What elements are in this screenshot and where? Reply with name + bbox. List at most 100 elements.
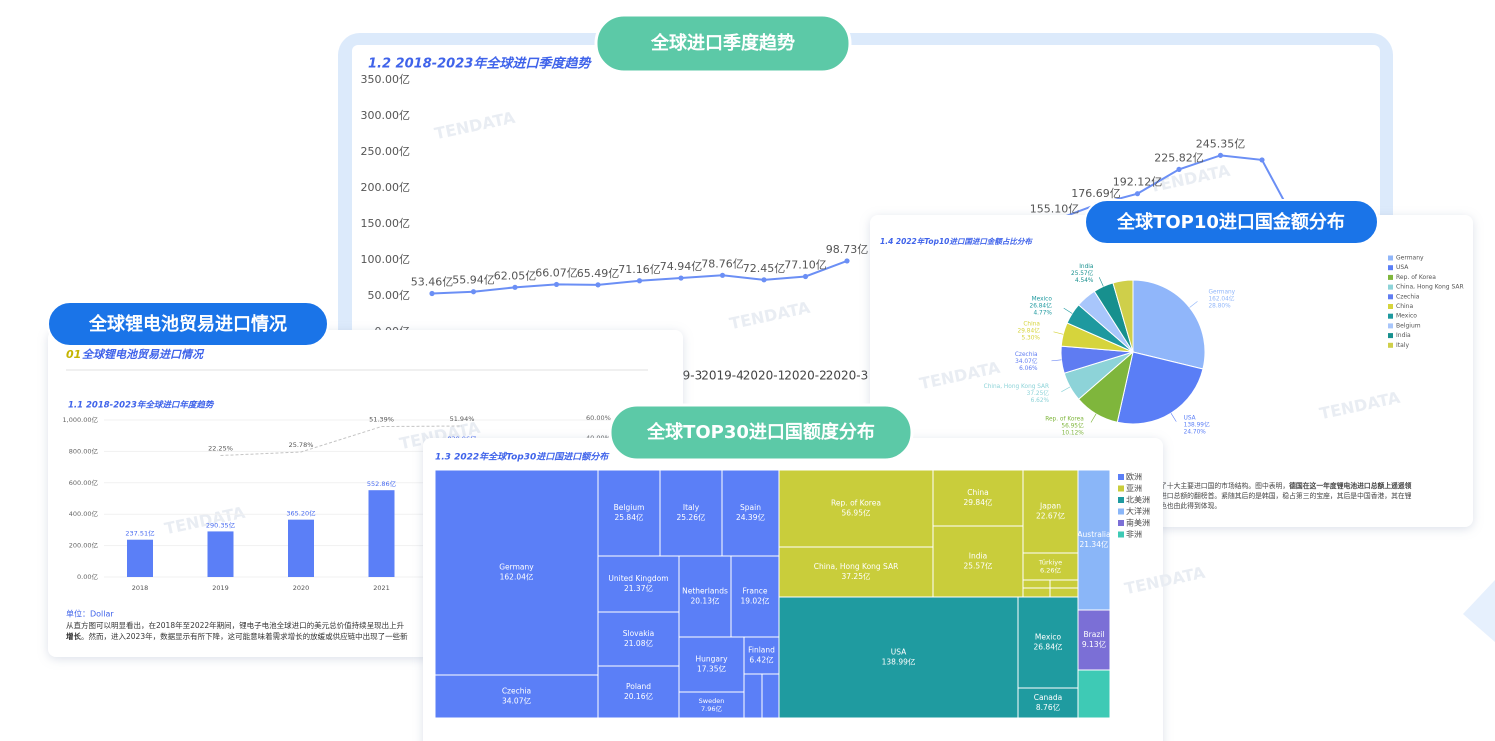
slice-label: 4.77% <box>1033 310 1052 316</box>
cell-value: 17.35亿 <box>697 664 726 674</box>
slice-label: Rep. of Korea <box>1045 416 1084 422</box>
text-run: 进口总额的翻榜首。紧随其后的是韩国，稳占第三的宝座，其后是中国香港，其在锂 <box>1160 491 1412 500</box>
growth-line <box>220 425 463 457</box>
point <box>636 278 643 284</box>
point <box>512 284 518 290</box>
point <box>678 275 684 281</box>
treemap-cell <box>1022 469 1079 554</box>
cell-value: 25.57亿 <box>964 561 993 571</box>
point <box>1176 166 1182 173</box>
badge <box>47 301 329 347</box>
treemap-cell <box>434 674 599 719</box>
point <box>429 290 435 297</box>
top10-card: 1.4 2022年Top10进口国进口金额占比分布 TENDATA TENDAT… <box>870 215 1473 527</box>
point <box>553 281 560 288</box>
paragraph-line: 从直方图可以明显看出，在2018年至2022年期间，锂电子电池全球进口的美元总价… <box>66 620 405 630</box>
legend-label: 亚洲 <box>1126 484 1142 493</box>
text-run: 从直方图可以明显看出，在2018年至2022年期间，锂电子电池全球进口的美元总价… <box>66 620 405 630</box>
region-block <box>1077 669 1111 719</box>
legend-swatch <box>1388 284 1393 290</box>
legend-label: Germany <box>1396 255 1424 262</box>
x-tick-label: 2021 <box>373 584 390 592</box>
legend-swatch <box>1388 333 1393 339</box>
leader-line <box>1098 277 1104 287</box>
data-label: 25.78% <box>289 441 314 449</box>
slice-label: 6.62% <box>1031 398 1050 404</box>
cell-value: 56.95亿 <box>842 508 871 518</box>
text-run: 色也由此得到体现。 <box>1160 501 1221 510</box>
legend-swatch <box>1388 265 1393 271</box>
cell-name: United Kingdom <box>608 574 668 583</box>
treemap-cell <box>597 555 680 613</box>
legend-label: 欧洲 <box>1126 472 1142 482</box>
slice-label: 24.70% <box>1184 430 1207 436</box>
y-tick-label: 200.00亿 <box>69 541 99 550</box>
cell-name: Hungary <box>695 655 728 664</box>
cell-value: 20.16亿 <box>624 691 653 701</box>
slice-label: China, Hong Kong SAR <box>984 384 1049 390</box>
cell-value: 138.99亿 <box>882 657 916 667</box>
cell-name: Czechia <box>502 687 531 696</box>
cell-value: 19.02亿 <box>741 596 770 606</box>
legend-swatch <box>1118 520 1124 526</box>
legend-label: Italy <box>1396 342 1409 349</box>
badge-label: 全球TOP10进口国金额分布 <box>1116 211 1345 233</box>
legend-label: USA <box>1396 264 1409 271</box>
chart-title: 1.2 2018-2023年全球进口季度趋势 <box>368 56 592 72</box>
unit-note: 单位：Dollar <box>66 609 114 619</box>
cell-value: 25.84亿 <box>615 512 644 522</box>
treemap-cell <box>597 469 661 557</box>
slice-label: 6.06% <box>1019 366 1038 372</box>
decoration <box>1463 580 1495 642</box>
cell-name: Canada <box>1034 693 1063 702</box>
treemap-cell <box>1077 609 1111 671</box>
leader-line <box>1053 331 1064 335</box>
legend-swatch <box>1118 474 1124 480</box>
cell-value: 21.37亿 <box>624 583 653 593</box>
x-tick-label: 2020-1 <box>743 369 786 383</box>
cell-name: Italy <box>683 503 700 512</box>
y-tick-label: 100.00亿 <box>361 253 411 266</box>
treemap-cell <box>659 469 723 557</box>
cell-name: Netherlands <box>682 587 728 596</box>
paragraph-line: 了十大主要进口国的市场结构。图中表明，德国在这一年度锂电池进口总额上遥遥领 <box>1160 481 1412 490</box>
badge-label: 全球锂电池贸易进口情况 <box>88 313 287 335</box>
treemap-cell <box>597 665 680 719</box>
treemap-cell <box>434 469 599 676</box>
treemap-cell <box>778 546 934 598</box>
legend-label: Belgium <box>1396 322 1421 329</box>
x-tick-label: 2019-4 <box>701 369 744 383</box>
legend-label: 北美洲 <box>1126 495 1150 505</box>
chart-title: 1.4 2022年Top10进口国进口金额占比分布 <box>880 237 1033 246</box>
point <box>1259 157 1265 163</box>
cell-value: 34.07亿 <box>502 696 531 706</box>
legend-label: 南美洲 <box>1126 518 1150 528</box>
cell-value: 6.26亿 <box>1040 565 1061 574</box>
bar <box>288 519 314 577</box>
data-label: 55.94亿 <box>452 274 495 287</box>
y-tick-label: 600.00亿 <box>69 478 99 487</box>
cell-value: 9.13亿 <box>1082 639 1107 649</box>
treemap-cell <box>678 691 745 719</box>
badge <box>1084 199 1379 245</box>
slice-label: 34.07亿 <box>1015 357 1038 365</box>
treemap-cell <box>721 469 780 557</box>
data-label: 98.73亿 <box>826 243 869 256</box>
cell-name: Spain <box>740 503 761 512</box>
y-tick-label: 300.00亿 <box>361 109 411 122</box>
cell-value: 21.34亿 <box>1080 539 1109 549</box>
legend-label: India <box>1396 332 1411 339</box>
data-label: 66.07亿 <box>535 266 578 279</box>
legend-label: Mexico <box>1396 313 1417 320</box>
point <box>719 272 726 278</box>
data-label: 78.76亿 <box>701 257 744 270</box>
cell-name: Brazil <box>1084 630 1105 639</box>
leader-line <box>1090 413 1097 423</box>
slice-label: 4.54% <box>1075 278 1094 284</box>
data-label: 74.94亿 <box>660 260 703 273</box>
cell-value: 162.04亿 <box>500 572 534 582</box>
y-tick-label: 400.00亿 <box>69 509 99 518</box>
data-label: 62.05亿 <box>494 269 537 282</box>
cell-name: Türkiye <box>1038 559 1062 567</box>
